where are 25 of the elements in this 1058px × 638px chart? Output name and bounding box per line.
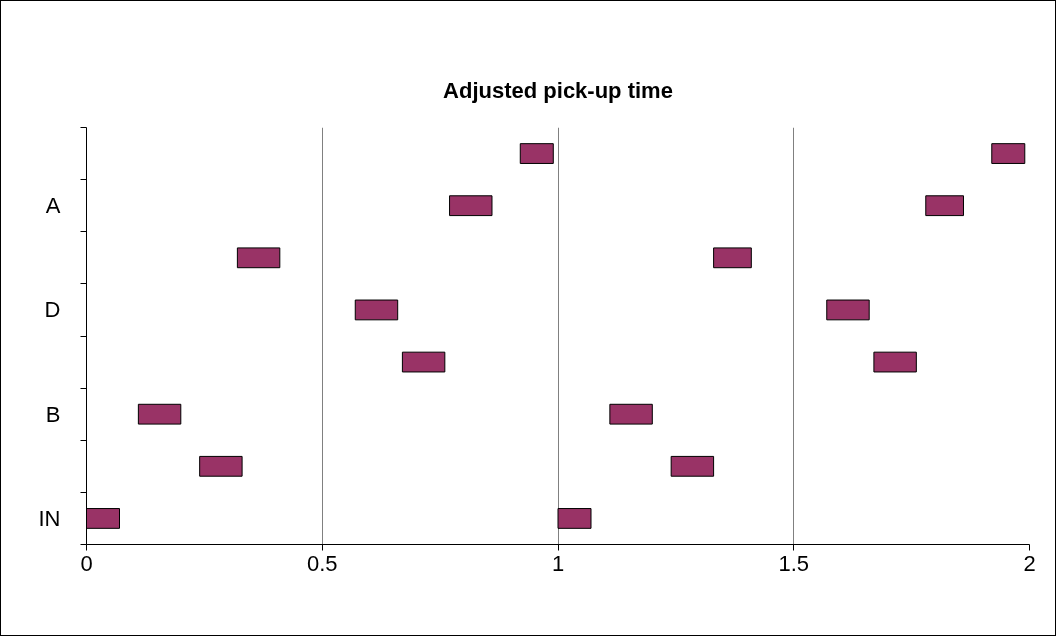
bar [826, 299, 870, 321]
x-tick-label: 0.5 [306, 550, 338, 576]
y-tick-label: IN [38, 505, 61, 531]
bar [557, 508, 592, 529]
chart-title: Adjusted pick-up time [443, 77, 673, 103]
bar [873, 351, 917, 373]
x-tick-label: 1.5 [778, 550, 810, 576]
y-tick-label: D [44, 297, 61, 323]
bar [401, 351, 446, 373]
bar [354, 299, 399, 321]
x-tick-label: 2 [1023, 550, 1036, 576]
bar [449, 195, 493, 217]
bar [609, 403, 653, 425]
bar [236, 247, 281, 269]
x-tick-label: 1 [551, 550, 565, 576]
y-tick-label: A [45, 193, 61, 219]
bar [991, 143, 1026, 164]
y-tick-label: B [45, 401, 61, 427]
x-tick-label: 0 [80, 550, 93, 576]
bar [519, 143, 554, 164]
bar [199, 455, 243, 477]
bar [670, 455, 715, 477]
bar [713, 247, 752, 269]
bar [137, 403, 182, 425]
bar [925, 195, 964, 217]
